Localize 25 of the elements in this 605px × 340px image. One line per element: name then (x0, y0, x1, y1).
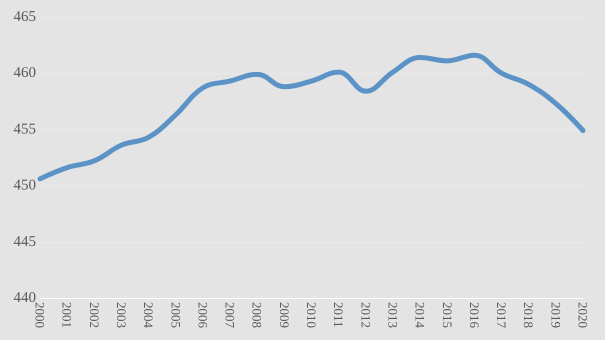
x-tick-label: 2009 (276, 302, 292, 328)
x-tick-label: 2017 (494, 302, 510, 328)
x-tick-label: 2010 (304, 302, 319, 328)
x-tick-label: 2008 (250, 302, 265, 328)
x-tick-label: 2002 (86, 302, 102, 328)
x-tick-label: 2012 (358, 302, 374, 328)
x-tick-label: 2018 (521, 302, 536, 328)
x-tick-label: 2001 (60, 302, 75, 328)
y-tick-label: 450 (14, 178, 36, 194)
x-tick-label: 2014 (412, 302, 428, 328)
x-tick-label: 2005 (168, 302, 184, 328)
x-tick-label: 2013 (385, 302, 400, 328)
x-tick-label: 2007 (222, 302, 238, 328)
x-tick-label: 2019 (548, 302, 564, 328)
y-tick-label: 460 (14, 65, 36, 82)
x-tick-label: 2003 (114, 302, 129, 328)
x-tick-label: 2011 (331, 302, 346, 328)
x-tick-label: 2006 (195, 302, 210, 328)
y-tick-label: 455 (14, 121, 36, 138)
y-tick-label: 445 (14, 234, 36, 250)
x-tick-label: 2020 (576, 302, 590, 328)
y-tick-label: 465 (14, 9, 36, 25)
x-tick-label: 2004 (141, 302, 156, 328)
x-tick-label: 2016 (466, 302, 482, 328)
x-tick-label: 2015 (440, 302, 455, 328)
